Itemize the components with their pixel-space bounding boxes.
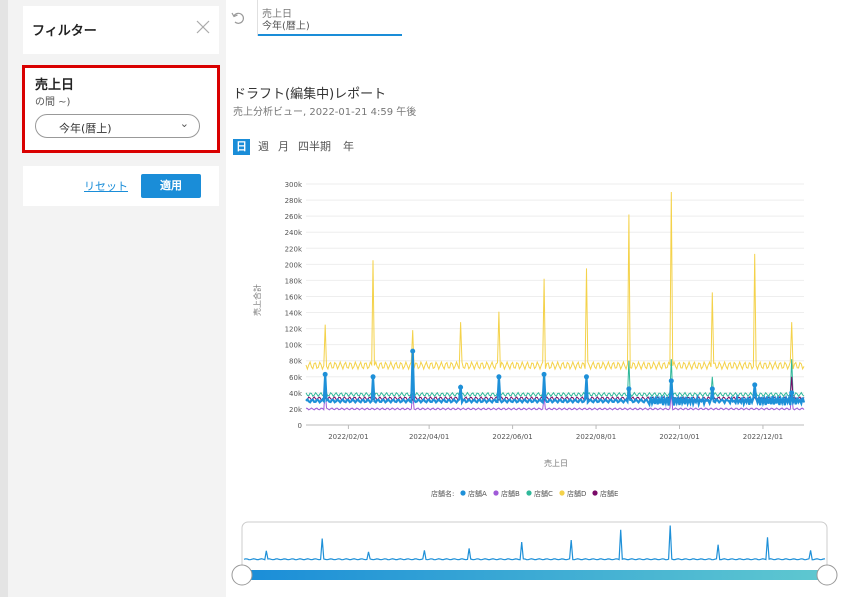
x-tick-label: 2022/04/01: [409, 433, 449, 441]
chart-grid: [306, 183, 804, 426]
legend-item[interactable]: 店舗A: [468, 489, 487, 498]
sales-line-chart: 0 20k 40k 60k 80k 100k 120k 140k 160k 180k 200k 220…: [231, 181, 838, 586]
legend-swatch: [460, 490, 466, 496]
tab-label: 売上日: [262, 9, 292, 20]
y-tick-label: 60k: [289, 374, 303, 382]
granularity-day[interactable]: 日: [233, 139, 250, 155]
x-axis-ticks: 2022/02/01 2022/04/01 2022/06/01 2022/08/01…: [328, 425, 783, 441]
left-edge: [0, 0, 8, 597]
legend-item[interactable]: 店舗D: [567, 489, 586, 498]
x-tick-label: 2022/10/01: [659, 433, 699, 441]
filter-title: フィルター: [32, 24, 97, 39]
legend-item[interactable]: 店舗B: [501, 489, 520, 498]
chart-legend: 店舗名: 店舗A 店舗B 店舗C 店舗D 店舗E: [431, 489, 618, 498]
legend-item[interactable]: 店舗C: [534, 489, 553, 498]
y-tick-label: 200k: [285, 261, 303, 269]
series-point[interactable]: [752, 382, 758, 388]
series-point[interactable]: [458, 384, 464, 390]
legend-item[interactable]: 店舗E: [600, 489, 618, 498]
y-tick-label: 260k: [285, 213, 303, 221]
series-point[interactable]: [496, 374, 502, 380]
navigator-handle-left[interactable]: [231, 564, 253, 586]
reset-link[interactable]: リセット: [84, 180, 128, 193]
series-point[interactable]: [583, 374, 589, 380]
navigator-handle-right[interactable]: [816, 564, 838, 586]
series-point[interactable]: [668, 378, 674, 384]
navigator-range-bar[interactable]: [242, 570, 827, 580]
legend-swatch: [526, 490, 532, 496]
filter-panel: フィルター 売上日 の間 ~) 今年(暦上) ⌄ リセット 適用: [0, 0, 226, 597]
navigator-frame: [241, 521, 828, 579]
granularity-year[interactable]: 年: [343, 140, 354, 153]
y-tick-label: 20k: [289, 406, 303, 414]
x-tick-label: 2022/12/01: [743, 433, 783, 441]
x-axis-label: 売上日: [544, 458, 568, 468]
filter-actions: リセット 適用: [23, 166, 219, 206]
report-subtitle: 売上分析ビュー, 2022-01-21 4:59 午後: [233, 107, 417, 118]
y-tick-label: 240k: [285, 229, 303, 237]
series-point[interactable]: [541, 371, 547, 377]
date-filter-sublabel: の間 ~): [35, 97, 71, 108]
y-tick-label: 220k: [285, 245, 303, 253]
series-point[interactable]: [789, 390, 795, 396]
y-tick-label: 160k: [285, 293, 303, 301]
page-scrollbar[interactable]: [840, 0, 846, 597]
y-tick-label: 300k: [285, 181, 303, 189]
close-icon[interactable]: [195, 19, 211, 35]
x-tick-label: 2022/02/01: [328, 433, 368, 441]
granularity-month[interactable]: 月: [278, 140, 289, 153]
granularity-quarter[interactable]: 四半期: [298, 140, 331, 153]
series-point[interactable]: [709, 386, 715, 392]
chart-series: [305, 191, 806, 411]
y-tick-label: 280k: [285, 197, 303, 205]
series-point[interactable]: [322, 371, 328, 377]
y-axis-label: 売上合計: [252, 284, 262, 316]
undo-icon[interactable]: [230, 10, 246, 26]
granularity-week[interactable]: 週: [258, 140, 269, 153]
chevron-down-icon: ⌄: [179, 117, 189, 130]
tab-value: 今年(暦上): [262, 21, 310, 32]
series-point[interactable]: [370, 374, 376, 380]
navigator-line: [243, 525, 826, 561]
series-line-店舗C[interactable]: [305, 359, 805, 398]
legend-swatch: [592, 490, 598, 496]
series-line-店舗D[interactable]: [305, 191, 805, 371]
series-line-店舗A[interactable]: [305, 351, 806, 409]
y-tick-label: 140k: [285, 310, 303, 318]
x-tick-label: 2022/08/01: [576, 433, 616, 441]
y-tick-label: 180k: [285, 277, 303, 285]
y-tick-label: 80k: [289, 358, 303, 366]
report-title: ドラフト(編集中)レポート: [233, 87, 387, 102]
y-tick-label: 0: [298, 422, 302, 430]
legend-swatch: [493, 490, 499, 496]
series-point[interactable]: [410, 348, 416, 354]
tab-underline: [258, 34, 402, 36]
filter-header: フィルター: [23, 6, 219, 54]
y-tick-label: 100k: [285, 342, 303, 350]
series-line-店舗B[interactable]: [305, 388, 805, 411]
y-tick-label: 40k: [289, 390, 303, 398]
y-axis-ticks: 0 20k 40k 60k 80k 100k 120k 140k 160k 180k 200k 220…: [285, 181, 303, 430]
date-filter-item: 売上日 の間 ~) 今年(暦上) ⌄: [23, 66, 219, 152]
series-line-店舗E[interactable]: [305, 376, 805, 402]
legend-title: 店舗名:: [431, 489, 454, 498]
x-tick-label: 2022/06/01: [492, 433, 532, 441]
date-filter-label: 売上日: [35, 78, 75, 93]
series-point[interactable]: [626, 386, 632, 392]
legend-swatch: [559, 490, 565, 496]
tab-sales-date[interactable]: 売上日 今年(暦上): [257, 0, 402, 36]
apply-button[interactable]: 適用: [141, 174, 201, 198]
y-tick-label: 120k: [285, 326, 303, 334]
date-range-select-value: 今年(暦上): [59, 122, 112, 135]
report-main: 売上日 今年(暦上) ドラフト(編集中)レポート 売上分析ビュー, 2022-0…: [226, 0, 846, 597]
range-navigator: [231, 521, 838, 586]
date-range-select[interactable]: 今年(暦上) ⌄: [35, 114, 200, 138]
